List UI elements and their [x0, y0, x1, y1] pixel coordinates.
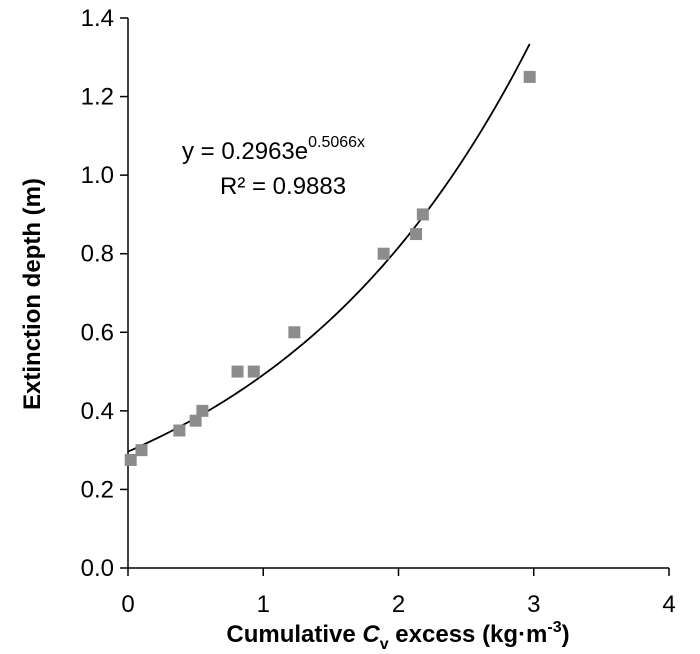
data-point [196, 404, 209, 417]
data-point [247, 365, 260, 378]
data-point [231, 365, 244, 378]
y-tick-label: 0.8 [81, 241, 114, 268]
data-point [124, 453, 137, 466]
trendline [127, 43, 531, 453]
data-point [410, 228, 423, 241]
x-axis-title: Cumulative Cv excess (kg·m-3) [226, 619, 569, 653]
x-axis: 0 1 2 3 4 [121, 567, 676, 618]
y-tick-marks [120, 17, 128, 569]
data-point [377, 247, 390, 260]
x-tick-labels: 0 1 2 3 4 [121, 591, 675, 618]
data-point [189, 414, 202, 427]
x-tick-label: 2 [392, 591, 405, 618]
x-tick-label: 0 [121, 591, 134, 618]
y-tick-labels: 0.0 0.2 0.4 0.6 0.8 1.0 1.2 1.4 [81, 5, 114, 582]
y-tick-label: 1.0 [81, 162, 114, 189]
y-tick-label: 1.4 [81, 5, 114, 32]
data-point [173, 424, 186, 437]
equation-base: y = 0.2963e [182, 138, 308, 165]
x-tick-label: 1 [257, 591, 270, 618]
y-axis: 0.0 0.2 0.4 0.6 0.8 1.0 1.2 1.4 [81, 5, 129, 582]
y-tick-label: 0.4 [81, 398, 114, 425]
y-tick-label: 0.6 [81, 319, 114, 346]
data-point [523, 70, 536, 83]
data-point [288, 326, 301, 339]
x-axis-title-var: C [362, 621, 380, 648]
data-points [124, 70, 536, 466]
x-axis-title-sup: -3 [547, 619, 561, 636]
x-axis-title-prefix: Cumulative [226, 621, 362, 648]
equation-exponent: 0.5066x [308, 134, 365, 151]
x-tick-marks [127, 568, 670, 576]
y-tick-label: 0.0 [81, 555, 114, 582]
y-axis-title: Extinction depth (m) [19, 178, 46, 410]
trendline-equation: y = 0.2963e0.5066x R² = 0.9883 [182, 134, 365, 200]
r-squared-label: R² = 0.9883 [220, 173, 346, 200]
x-axis-title-suffix: ) [562, 621, 570, 648]
data-point [416, 208, 429, 221]
x-axis-title-sub: v [380, 636, 389, 653]
equation-label: y = 0.2963e0.5066x [182, 134, 365, 165]
y-tick-label: 1.2 [81, 84, 114, 111]
x-tick-label: 4 [662, 591, 675, 618]
x-axis-title-mid: excess (kg·m [389, 621, 548, 648]
y-tick-label: 0.2 [81, 476, 114, 503]
data-point [135, 444, 148, 457]
x-tick-label: 3 [527, 591, 540, 618]
